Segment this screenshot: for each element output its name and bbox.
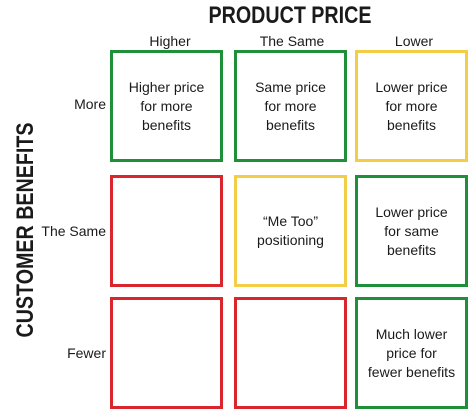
column-label-lower: Lower [394, 33, 434, 49]
cell-text: “Me Too” positioning [257, 213, 324, 248]
cell-text: Lower price for more benefits [375, 78, 448, 133]
row-label-fewer: Fewer [67, 345, 106, 361]
cell-text: Much lower price for fewer benefits [367, 325, 456, 380]
cell-me-too-positioning: “Me Too” positioning [234, 175, 347, 287]
cell-text: Lower price for same benefits [375, 203, 448, 258]
row-label-more: More [74, 96, 106, 112]
cell-higher-price-same-benefits [110, 175, 223, 287]
cell-text: Same price for more benefits [255, 78, 326, 133]
cell-same-price-fewer-benefits [234, 297, 347, 409]
product-price-title: PRODUCT PRICE [208, 2, 372, 29]
cell-lower-price-same-benefits: Lower price for same benefits [355, 175, 468, 287]
row-label-the-same: The Same [41, 223, 106, 239]
column-label-higher: Higher [149, 33, 191, 49]
cell-lower-price-more-benefits: Lower price for more benefits [355, 50, 468, 162]
cell-text: Higher price for more benefits [128, 78, 205, 133]
cell-higher-price-fewer-benefits [110, 297, 223, 409]
cell-much-lower-price-fewer-benefits: Much lower price for fewer benefits [355, 297, 468, 409]
cell-higher-price-more-benefits: Higher price for more benefits [110, 50, 223, 162]
column-label-the-same: The Same [259, 33, 325, 49]
cell-same-price-more-benefits: Same price for more benefits [234, 50, 347, 162]
